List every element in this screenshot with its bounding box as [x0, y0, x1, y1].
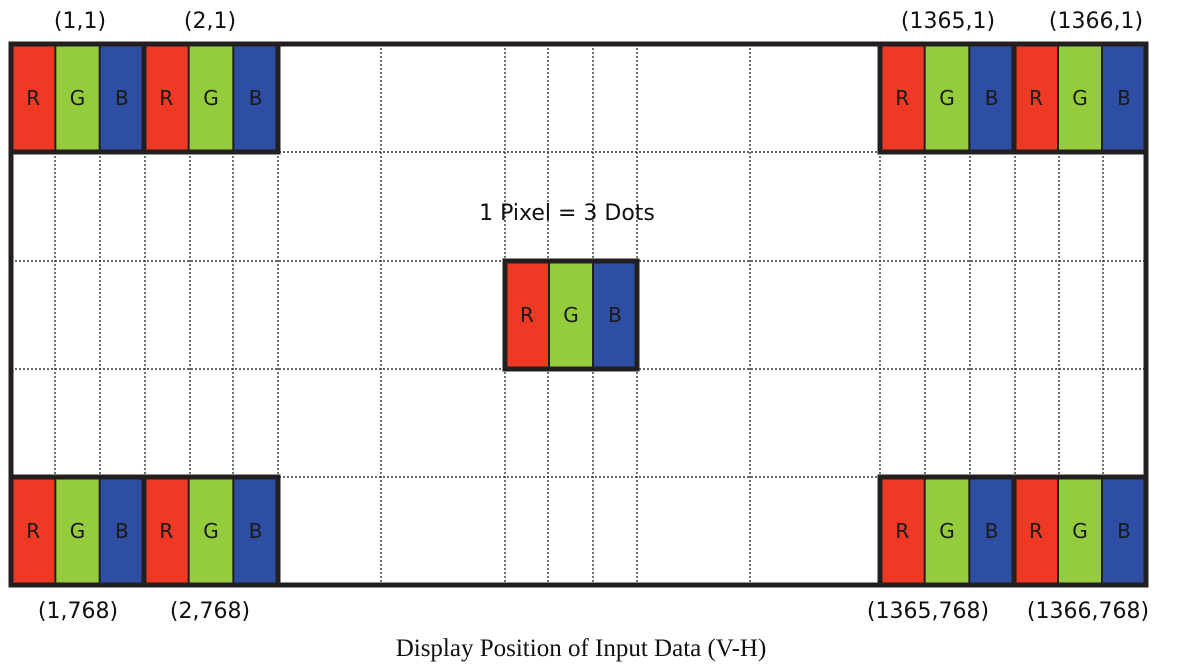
green-dot-label: G — [70, 86, 86, 110]
red-dot — [880, 477, 925, 585]
diagram-caption: Display Position of Input Data (V-H) — [396, 635, 767, 662]
green-dot — [924, 44, 970, 152]
red-dot-label: R — [895, 519, 909, 543]
pixel-dots-note: 1 Pixel = 3 Dots — [479, 201, 655, 226]
red-dot-label: R — [1029, 519, 1043, 543]
blue-dot-label: B — [1117, 86, 1131, 110]
red-dot-label: R — [895, 86, 909, 110]
green-dot-label: G — [203, 519, 219, 543]
blue-dot-label: B — [249, 86, 263, 110]
red-dot — [144, 44, 189, 152]
coord-label-top-left: (1,1) — [54, 9, 106, 34]
coord-label-bottom-second: (2,768) — [170, 599, 250, 624]
green-dot-label: G — [70, 519, 86, 543]
red-dot-label: R — [520, 303, 534, 327]
pixel-border — [502, 258, 640, 372]
green-dot-label: G — [1072, 519, 1088, 543]
blue-dot — [1102, 477, 1146, 585]
coord-label-bottom-last: (1366,768) — [1027, 599, 1149, 624]
red-dot-label: R — [26, 86, 40, 110]
green-dot-label: G — [1072, 86, 1088, 110]
red-dot — [11, 44, 56, 152]
blue-dot — [233, 44, 278, 152]
green-dot — [1058, 477, 1102, 585]
red-dot-label: R — [1029, 86, 1043, 110]
green-dot — [549, 261, 593, 369]
pixel-blocks: R G B R G B R G B R G B R G B R G B R G B R G B R G B — [8, 41, 1149, 588]
blue-dot-label: B — [249, 519, 263, 543]
blue-dot — [593, 261, 637, 369]
red-dot-label: R — [26, 519, 40, 543]
green-dot — [1058, 44, 1102, 152]
coord-label-top-second-last: (1365,1) — [901, 9, 995, 34]
coord-label-bottom-left: (1,768) — [38, 599, 118, 624]
blue-dot — [99, 477, 144, 585]
red-dot — [11, 477, 56, 585]
red-dot — [1014, 477, 1058, 585]
blue-dot-label: B — [1117, 519, 1131, 543]
blue-dot-label: B — [985, 86, 999, 110]
red-dot — [144, 477, 189, 585]
red-dot-label: R — [159, 519, 173, 543]
blue-dot — [969, 44, 1014, 152]
green-dot-label: G — [939, 86, 955, 110]
blue-dot — [1102, 44, 1146, 152]
coord-label-top-last: (1366,1) — [1049, 9, 1143, 34]
blue-dot-label: B — [608, 303, 622, 327]
coord-label-bottom-second-last: (1365,768) — [867, 599, 989, 624]
red-dot — [1014, 44, 1058, 152]
blue-dot-label: B — [115, 86, 129, 110]
blue-dot-label: B — [115, 519, 129, 543]
blue-dot — [233, 477, 278, 585]
red-dot — [505, 261, 549, 369]
display-outer-frame — [8, 41, 1149, 588]
green-dot — [924, 477, 970, 585]
red-dot — [880, 44, 925, 152]
green-dot-label: G — [203, 86, 219, 110]
green-dot — [188, 477, 234, 585]
coord-label-top-second: (2,1) — [184, 9, 236, 34]
blue-dot — [969, 477, 1014, 585]
blue-dot-label: B — [985, 519, 999, 543]
green-dot-label: G — [563, 303, 579, 327]
red-dot-label: R — [159, 86, 173, 110]
green-dot — [55, 44, 100, 152]
green-dot — [188, 44, 234, 152]
blue-dot — [99, 44, 144, 152]
green-dot — [55, 477, 100, 585]
green-dot-label: G — [939, 519, 955, 543]
